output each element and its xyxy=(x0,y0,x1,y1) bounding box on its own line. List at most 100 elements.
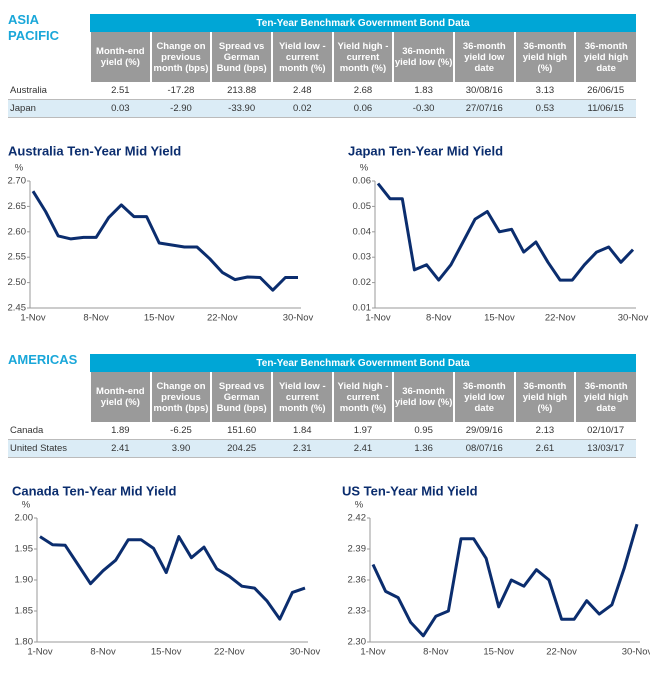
title-row: Ten-Year Benchmark Government Bond Data xyxy=(8,14,636,32)
y-axis-label: % xyxy=(355,500,364,511)
chart-title: US Ten-Year Mid Yield xyxy=(342,483,478,498)
x-tick-label: 8-Nov xyxy=(90,647,116,658)
y-tick-label: 2.39 xyxy=(348,544,367,555)
table-cell: 0.95 xyxy=(393,422,454,440)
column-header: Yield high - current month (%) xyxy=(331,32,394,82)
spacer xyxy=(8,32,90,82)
column-header: Spread vs German Bund (bps) xyxy=(210,32,272,82)
x-tick-label: 1-Nov xyxy=(365,313,391,324)
y-tick-label: 2.50 xyxy=(8,277,27,288)
table-cell: 2.41 xyxy=(332,439,394,458)
row-label: Australia xyxy=(8,82,90,100)
table-cell: 02/10/17 xyxy=(575,422,636,440)
table-cell: 2.68 xyxy=(332,82,394,100)
y-tick-label: 2.60 xyxy=(8,226,27,237)
table-title: Ten-Year Benchmark Government Bond Data xyxy=(90,14,636,32)
yield-line xyxy=(39,535,306,621)
column-header: Yield low - current month (%) xyxy=(270,372,333,422)
x-tick-label: 15-Nov xyxy=(483,647,514,658)
y-tick-label: 1.95 xyxy=(15,544,34,555)
column-header: 36-month yield low date xyxy=(452,372,515,422)
column-header: 36-month yield high date xyxy=(574,32,636,82)
x-tick-label: 30-Nov xyxy=(618,313,649,324)
row-label: United States xyxy=(8,439,90,458)
table-cell: 0.06 xyxy=(332,99,394,118)
y-tick-label: 0.02 xyxy=(353,277,372,288)
table-row: United States 2.41 3.90 204.25 2.31 2.41 1.36 0… xyxy=(8,439,636,458)
x-tick-label: 22-Nov xyxy=(214,647,245,658)
table-cell: 0.53 xyxy=(514,99,576,118)
y-tick-label: 2.42 xyxy=(348,513,367,524)
x-tick-label: 22-Nov xyxy=(207,313,238,324)
column-header: Yield low - current month (%) xyxy=(270,32,333,82)
table-cell: 27/07/16 xyxy=(453,99,515,118)
column-header: 36-month yield low (%) xyxy=(392,32,454,82)
yield-line xyxy=(31,190,298,292)
column-header: 36-month yield high (%) xyxy=(513,32,576,82)
table-cell: 11/06/15 xyxy=(575,99,636,118)
table-cell: 151.60 xyxy=(211,422,272,440)
x-tick-label: 15-Nov xyxy=(151,647,182,658)
y-axis-label: % xyxy=(360,163,369,174)
x-tick-label: 1-Nov xyxy=(20,313,46,324)
spacer xyxy=(8,354,90,372)
bond-table: Ten-Year Benchmark Government Bond Data M… xyxy=(8,14,636,118)
x-tick-label: 8-Nov xyxy=(83,313,109,324)
y-tick-label: 2.00 xyxy=(15,513,34,524)
y-axis-label: % xyxy=(22,500,31,511)
x-tick-label: 1-Nov xyxy=(27,647,53,658)
table-cell: 204.25 xyxy=(211,439,272,458)
table-row: Australia 2.51 -17.28 213.88 2.48 2.68 1.83 30/… xyxy=(8,82,636,100)
y-tick-label: 2.45 xyxy=(8,303,27,314)
column-header: Change on previous month (bps) xyxy=(149,372,212,422)
chart-title: Australia Ten-Year Mid Yield xyxy=(8,143,181,158)
y-tick-label: 2.65 xyxy=(8,201,27,212)
column-header: Yield high - current month (%) xyxy=(331,372,394,422)
table-cell: 2.13 xyxy=(514,422,576,440)
table-cell: 1.83 xyxy=(393,82,454,100)
table-cell: 1.36 xyxy=(393,439,454,458)
table-cell: -6.25 xyxy=(150,422,212,440)
table-cell: 1.89 xyxy=(90,422,151,440)
table-cell: 30/08/16 xyxy=(453,82,515,100)
yield-line xyxy=(376,182,635,282)
y-tick-label: 1.90 xyxy=(15,575,34,586)
y-tick-label: 0.06 xyxy=(353,176,372,187)
table-cell: 08/07/16 xyxy=(453,439,515,458)
table-cell: -17.28 xyxy=(150,82,212,100)
x-tick-label: 22-Nov xyxy=(545,313,576,324)
y-tick-label: 1.80 xyxy=(15,637,34,648)
y-tick-label: 0.04 xyxy=(353,226,372,237)
y-tick-label: 1.85 xyxy=(15,606,34,617)
row-label: Japan xyxy=(8,99,90,118)
header-row: Month-end yield (%) Change on previous mo… xyxy=(8,372,636,422)
x-tick-label: 1-Nov xyxy=(360,647,386,658)
table-cell: 2.41 xyxy=(90,439,151,458)
table-cell: -2.90 xyxy=(150,99,212,118)
table-cell: 3.90 xyxy=(150,439,212,458)
column-header: 36-month yield low (%) xyxy=(392,372,454,422)
table-cell: 1.97 xyxy=(332,422,394,440)
table-title: Ten-Year Benchmark Government Bond Data xyxy=(90,354,636,372)
column-header: Month-end yield (%) xyxy=(89,372,151,422)
y-tick-label: 0.03 xyxy=(353,252,372,263)
table-row: Japan 0.03 -2.90 -33.90 0.02 0.06 -0.30 27/07/1… xyxy=(8,99,636,118)
y-tick-label: 2.55 xyxy=(8,252,27,263)
table-cell: 0.02 xyxy=(271,99,333,118)
y-tick-label: 2.70 xyxy=(8,176,27,187)
column-header: Change on previous month (bps) xyxy=(149,32,212,82)
section-label: ASIA PACIFIC xyxy=(8,12,59,44)
title-row: Ten-Year Benchmark Government Bond Data xyxy=(8,354,636,372)
section-label-line: AMERICAS xyxy=(8,352,78,367)
y-tick-label: 2.36 xyxy=(348,575,367,586)
chart-title: Japan Ten-Year Mid Yield xyxy=(348,143,503,158)
column-header: 36-month yield high date xyxy=(574,372,636,422)
x-tick-label: 15-Nov xyxy=(144,313,175,324)
spacer xyxy=(8,14,90,32)
section-label-line: ASIA xyxy=(8,12,40,27)
x-tick-label: 30-Nov xyxy=(290,647,321,658)
x-tick-label: 30-Nov xyxy=(283,313,314,324)
row-label: Canada xyxy=(8,422,90,440)
column-header: 36-month yield low date xyxy=(452,32,515,82)
